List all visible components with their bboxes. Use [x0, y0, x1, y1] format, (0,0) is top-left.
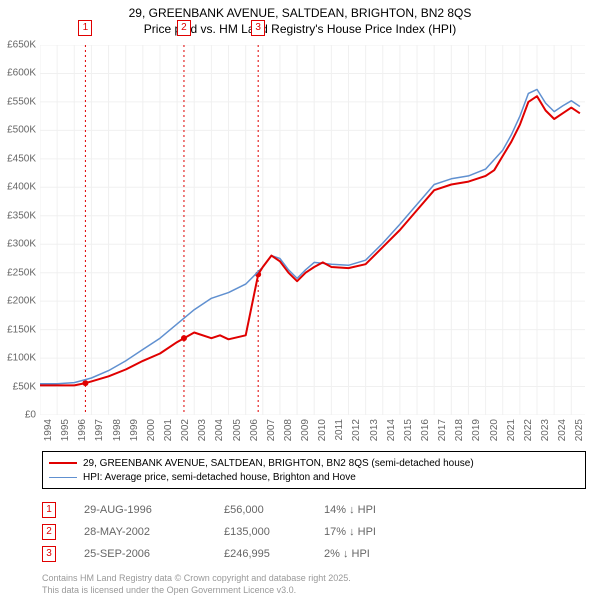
chart-marker-3: 3: [251, 20, 265, 36]
legend-label: HPI: Average price, semi-detached house,…: [83, 472, 356, 483]
x-tick-label: 2009: [300, 419, 311, 441]
chart-marker-1: 1: [78, 20, 92, 36]
footer: Contains HM Land Registry data © Crown c…: [42, 573, 586, 596]
y-tick-label: £50K: [0, 381, 36, 392]
legend: 29, GREENBANK AVENUE, SALTDEAN, BRIGHTON…: [42, 451, 586, 489]
x-tick-label: 2018: [454, 419, 465, 441]
x-tick-label: 2012: [351, 419, 362, 441]
y-tick-label: £200K: [0, 296, 36, 307]
x-tick-label: 2002: [180, 419, 191, 441]
x-tick-label: 2000: [146, 419, 157, 441]
legend-swatch: [49, 477, 77, 478]
chart-marker-2: 2: [177, 20, 191, 36]
transaction-row: 1 29-AUG-1996£56,00014% ↓ HPI: [42, 499, 586, 521]
x-tick-label: 2008: [283, 419, 294, 441]
x-tick-label: 1999: [129, 419, 140, 441]
legend-swatch: [49, 462, 77, 464]
x-tick-label: 2003: [197, 419, 208, 441]
y-tick-label: £150K: [0, 324, 36, 335]
x-tick-label: 2022: [523, 419, 534, 441]
chart-svg: [40, 45, 585, 415]
x-tick-label: 2011: [334, 419, 345, 441]
y-tick-label: £300K: [0, 239, 36, 250]
x-tick-label: 2007: [266, 419, 277, 441]
transaction-date: 29-AUG-1996: [84, 504, 224, 516]
x-tick-label: 2014: [386, 419, 397, 441]
y-tick-label: £450K: [0, 153, 36, 164]
transaction-delta: 14% ↓ HPI: [324, 504, 424, 516]
transaction-marker: 3: [42, 546, 56, 562]
transaction-price: £56,000: [224, 504, 324, 516]
x-tick-label: 2001: [163, 419, 174, 441]
x-tick-label: 2019: [471, 419, 482, 441]
x-tick-label: 1995: [60, 419, 71, 441]
transaction-date: 25-SEP-2006: [84, 548, 224, 560]
x-tick-label: 2016: [420, 419, 431, 441]
y-tick-label: £400K: [0, 182, 36, 193]
legend-label: 29, GREENBANK AVENUE, SALTDEAN, BRIGHTON…: [83, 458, 474, 469]
x-tick-label: 2005: [232, 419, 243, 441]
y-tick-label: £250K: [0, 267, 36, 278]
transaction-price: £246,995: [224, 548, 324, 560]
chart-area: [40, 45, 585, 415]
y-tick-label: £500K: [0, 125, 36, 136]
transaction-date: 28-MAY-2002: [84, 526, 224, 538]
transaction-delta: 2% ↓ HPI: [324, 548, 424, 560]
x-tick-label: 2021: [506, 419, 517, 441]
y-tick-label: £350K: [0, 210, 36, 221]
y-tick-label: £550K: [0, 96, 36, 107]
y-tick-label: £0: [0, 410, 36, 421]
legend-row: HPI: Average price, semi-detached house,…: [49, 470, 579, 484]
x-tick-label: 2020: [489, 419, 500, 441]
x-tick-label: 1994: [43, 419, 54, 441]
x-tick-label: 2017: [437, 419, 448, 441]
y-tick-label: £600K: [0, 68, 36, 79]
x-tick-label: 1998: [112, 419, 123, 441]
transaction-marker: 2: [42, 524, 56, 540]
transaction-marker: 1: [42, 502, 56, 518]
transaction-row: 3 25-SEP-2006£246,9952% ↓ HPI: [42, 543, 586, 565]
transaction-table: 1 29-AUG-1996£56,00014% ↓ HPI 2 28-MAY-2002…: [42, 499, 586, 565]
transaction-delta: 17% ↓ HPI: [324, 526, 424, 538]
x-tick-label: 2013: [369, 419, 380, 441]
y-tick-label: £650K: [0, 40, 36, 51]
x-tick-label: 2023: [540, 419, 551, 441]
x-tick-label: 2004: [214, 419, 225, 441]
transaction-price: £135,000: [224, 526, 324, 538]
footer-line2: This data is licensed under the Open Gov…: [42, 585, 586, 597]
chart-container: 29, GREENBANK AVENUE, SALTDEAN, BRIGHTON…: [0, 0, 600, 590]
x-tick-label: 2006: [249, 419, 260, 441]
legend-row: 29, GREENBANK AVENUE, SALTDEAN, BRIGHTON…: [49, 456, 579, 470]
y-tick-label: £100K: [0, 353, 36, 364]
x-tick-label: 2010: [317, 419, 328, 441]
x-tick-label: 1997: [94, 419, 105, 441]
transaction-row: 2 28-MAY-2002£135,00017% ↓ HPI: [42, 521, 586, 543]
x-tick-label: 2015: [403, 419, 414, 441]
footer-line1: Contains HM Land Registry data © Crown c…: [42, 573, 586, 585]
x-tick-label: 1996: [77, 419, 88, 441]
x-tick-label: 2024: [557, 419, 568, 441]
x-tick-label: 2025: [574, 419, 585, 441]
